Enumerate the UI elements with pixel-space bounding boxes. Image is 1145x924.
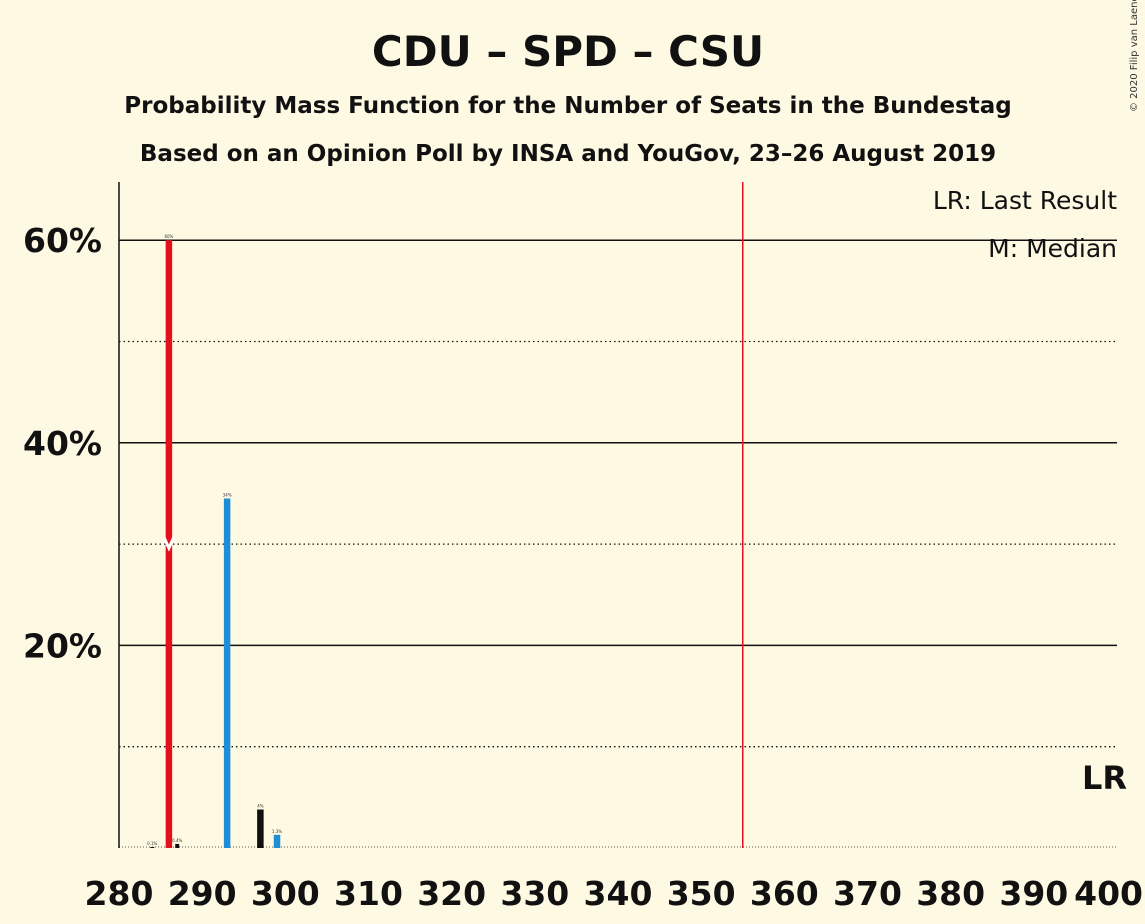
x-tick-label: 390	[999, 874, 1068, 913]
bar-label: 60%	[164, 234, 173, 239]
x-tick-label: 340	[584, 874, 653, 913]
y-tick-label: 20%	[23, 626, 102, 665]
copyright-notice: © 2020 Filip van Laenen	[1129, 0, 1140, 112]
bar	[273, 834, 281, 848]
chart-overlays: LR	[162, 182, 1127, 848]
x-tick-label: 380	[916, 874, 985, 913]
bars: 0.1% 60% 0.4% 34% 4% 1.3%	[147, 234, 282, 848]
gridlines	[119, 239, 1117, 848]
legend-last-result: LR: Last Result	[933, 186, 1117, 215]
bar-label: 0.4%	[172, 838, 182, 843]
x-tick-label: 310	[334, 874, 403, 913]
bar	[165, 240, 173, 848]
last-result-marker: LR	[1082, 759, 1127, 797]
bar-label: 0.1%	[147, 841, 157, 846]
chart-subtitle: Probability Mass Function for the Number…	[124, 93, 1011, 119]
x-tick-label: 350	[667, 874, 736, 913]
x-axis-ticks: 280 290 300 310 320 330 340 350 360 370 380 390 400	[85, 874, 1143, 913]
bar-label: 1.3%	[272, 829, 282, 834]
x-tick-label: 300	[251, 874, 320, 913]
bar	[175, 843, 180, 848]
chart-subtitle-poll: Based on an Opinion Poll by INSA and You…	[140, 141, 996, 167]
bar	[257, 809, 264, 848]
x-tick-label: 360	[750, 874, 819, 913]
chart-title: CDU – SPD – CSU	[372, 27, 764, 76]
x-tick-label: 320	[417, 874, 486, 913]
bar	[150, 846, 155, 848]
y-axis-ticks: 20% 40% 60%	[23, 221, 102, 665]
y-tick-label: 60%	[23, 221, 102, 260]
bar	[223, 498, 231, 848]
legend-median: M: Median	[988, 234, 1117, 263]
x-tick-label: 400	[1074, 874, 1143, 913]
bar-label: 34%	[223, 493, 232, 498]
x-tick-label: 280	[85, 874, 154, 913]
y-tick-label: 40%	[23, 424, 102, 463]
x-tick-label: 290	[168, 874, 237, 913]
median-marker	[162, 536, 176, 552]
bar-label: 4%	[257, 804, 264, 809]
x-tick-label: 370	[833, 874, 902, 913]
x-tick-label: 330	[500, 874, 569, 913]
